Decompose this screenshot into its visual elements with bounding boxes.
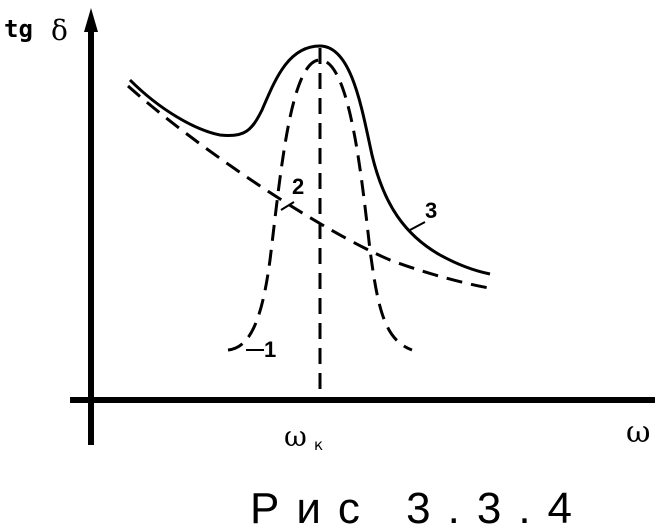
curve-1-label: 1 [264, 337, 276, 362]
peak-label-subscript: к [314, 436, 323, 454]
y-axis-symbol: δ [51, 14, 68, 47]
y-axis-label: tg [4, 15, 33, 43]
figure-caption: Рис 3.3.4 [250, 484, 589, 530]
y-axis-arrow [84, 8, 98, 32]
curve-3 [128, 44, 491, 276]
curve-2-leader [280, 201, 295, 211]
curve-3-label: 3 [425, 198, 437, 223]
curve-2 [127, 84, 496, 291]
x-axis-label: ω [626, 415, 650, 450]
curve-1 [227, 58, 413, 352]
curve-3-leader [409, 221, 426, 231]
curve-2-label: 2 [292, 174, 304, 199]
peak-label: ω [284, 420, 307, 453]
